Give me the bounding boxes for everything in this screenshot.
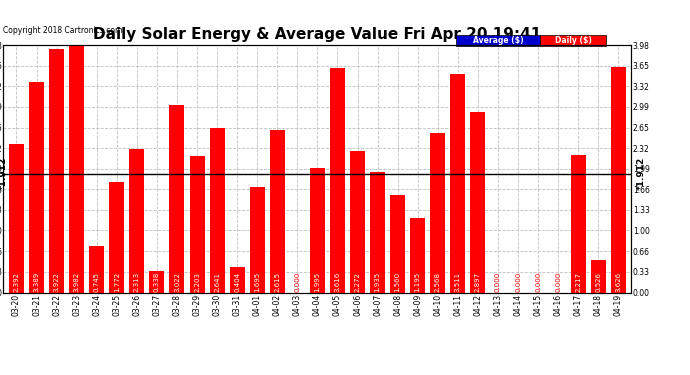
Bar [210, 128, 225, 292]
Bar [431, 133, 445, 292]
Text: 0.000: 0.000 [295, 272, 300, 292]
Bar [129, 148, 144, 292]
Text: 2.897: 2.897 [475, 272, 481, 292]
Bar [591, 260, 606, 292]
FancyBboxPatch shape [540, 35, 607, 46]
Bar [250, 187, 265, 292]
Bar [270, 130, 285, 292]
Bar [370, 172, 385, 292]
Bar [471, 112, 485, 292]
Bar [451, 74, 465, 292]
Bar [9, 144, 24, 292]
Bar [390, 195, 405, 292]
Text: Daily ($): Daily ($) [555, 36, 592, 45]
Text: 2.203: 2.203 [194, 272, 200, 292]
Text: 0.000: 0.000 [495, 272, 501, 292]
Text: 0.745: 0.745 [94, 272, 100, 292]
Bar [150, 272, 164, 292]
Text: 0.000: 0.000 [535, 272, 541, 292]
Bar [29, 82, 44, 292]
Text: 2.313: 2.313 [134, 272, 140, 292]
Text: 0.000: 0.000 [515, 272, 521, 292]
Text: 3.511: 3.511 [455, 272, 461, 292]
Text: 2.272: 2.272 [355, 272, 360, 292]
Text: Average ($): Average ($) [473, 36, 523, 45]
Text: 0.338: 0.338 [154, 272, 160, 292]
Text: 0.000: 0.000 [555, 272, 561, 292]
Text: 3.982: 3.982 [74, 272, 79, 292]
Text: 0.404: 0.404 [234, 272, 240, 292]
Bar [611, 67, 626, 292]
Bar [571, 154, 586, 292]
Bar [170, 105, 184, 292]
Bar [109, 182, 124, 292]
Bar [350, 151, 365, 292]
Text: 2.568: 2.568 [435, 272, 441, 292]
Title: Daily Solar Energy & Average Value Fri Apr 20 19:41: Daily Solar Energy & Average Value Fri A… [93, 27, 542, 42]
Bar [230, 267, 245, 292]
Text: *1.912: *1.912 [636, 157, 645, 190]
Text: 2.217: 2.217 [575, 272, 581, 292]
Text: 3.022: 3.022 [174, 272, 180, 292]
Bar [190, 156, 204, 292]
Bar [69, 45, 84, 292]
Text: 1.772: 1.772 [114, 272, 120, 292]
Text: 1.935: 1.935 [375, 272, 381, 292]
Text: 2.615: 2.615 [275, 272, 280, 292]
Text: 3.616: 3.616 [335, 272, 340, 292]
Text: Copyright 2018 Cartronics.com: Copyright 2018 Cartronics.com [3, 26, 123, 35]
Bar [89, 246, 104, 292]
Text: 1.560: 1.560 [395, 272, 401, 292]
Text: 1.695: 1.695 [254, 272, 260, 292]
Bar [410, 218, 425, 292]
Text: 1.195: 1.195 [415, 272, 421, 292]
Text: 1.995: 1.995 [315, 272, 320, 292]
Text: 2.392: 2.392 [14, 272, 19, 292]
Text: 3.389: 3.389 [34, 272, 39, 292]
Bar [310, 168, 325, 292]
Bar [49, 49, 64, 292]
Bar [330, 68, 345, 292]
FancyBboxPatch shape [455, 35, 540, 46]
Text: 3.922: 3.922 [54, 272, 59, 292]
Text: 2.641: 2.641 [214, 272, 220, 292]
Text: *1.912: *1.912 [0, 157, 8, 190]
Text: 3.626: 3.626 [615, 272, 621, 292]
Text: 0.526: 0.526 [595, 272, 601, 292]
